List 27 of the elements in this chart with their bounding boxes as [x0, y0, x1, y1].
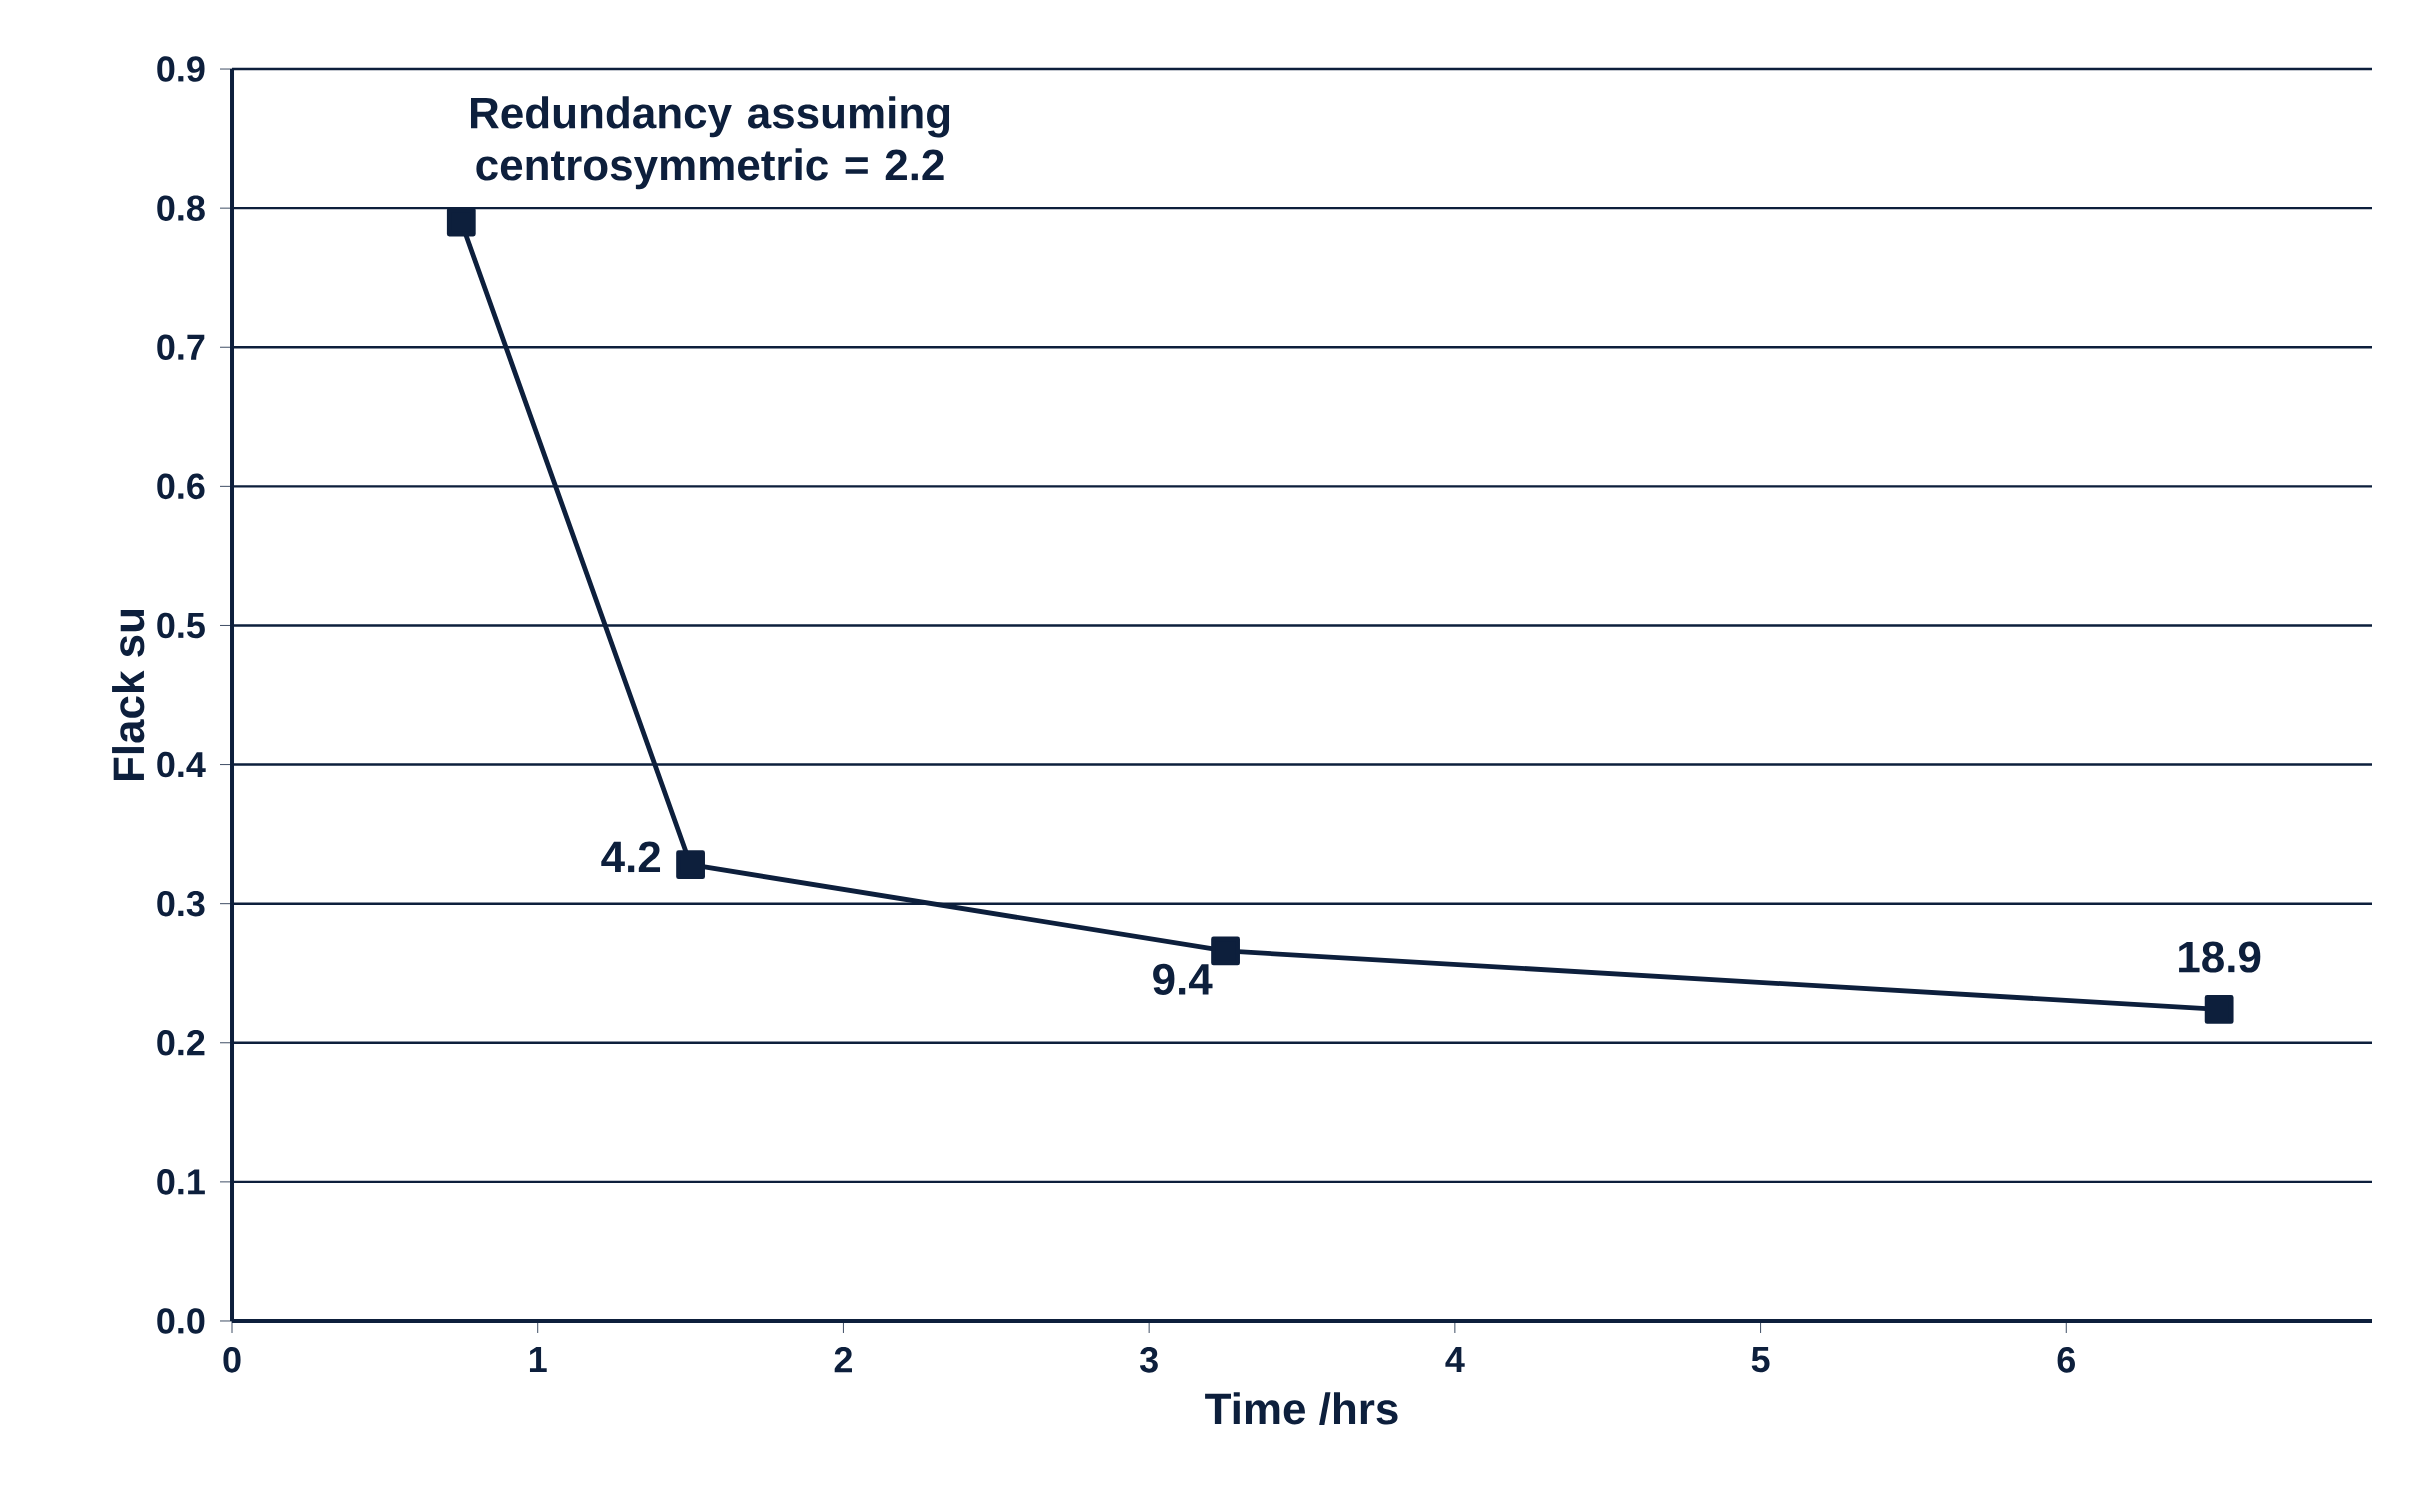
annotation: 9.4: [1153, 963, 1213, 995]
y-tick-label: 0.5: [157, 612, 205, 639]
x-tick-label: 2: [834, 1347, 852, 1373]
x-tick-label: 6: [2057, 1347, 2075, 1373]
y-tick-label: 0.8: [157, 195, 205, 221]
y-tick-label: 0.1: [157, 1169, 205, 1195]
y-tick-label: 0.3: [157, 890, 205, 917]
x-tick-label: 4: [1445, 1347, 1465, 1372]
y-tick-label: 0.9: [157, 56, 205, 82]
annotation: Redundancy assuming centrosymmetric = 2.2: [470, 96, 950, 190]
x-axis-title: Time /hrs: [1205, 1392, 1398, 1425]
point: [1211, 936, 1240, 966]
x-tick-label: 1: [529, 1347, 547, 1372]
x-tick-label: 0: [223, 1347, 241, 1373]
y-tick-label: 0.0: [157, 1308, 205, 1334]
point: [2204, 994, 2234, 1024]
point: [446, 207, 476, 237]
point: [676, 850, 705, 880]
y-tick-label: 0.6: [157, 473, 205, 500]
y-axis-title: Flack su: [112, 609, 145, 781]
y-tick-label: 0.7: [157, 334, 205, 361]
annotation: 4.2: [601, 841, 661, 873]
x-tick-label: 3: [1139, 1347, 1158, 1373]
y-tick-label: 0.4: [157, 751, 206, 778]
annotation: 18.9: [2179, 941, 2261, 973]
x-tick-label: 5: [1751, 1347, 1770, 1373]
y-tick-label: 0.2: [157, 1030, 205, 1056]
